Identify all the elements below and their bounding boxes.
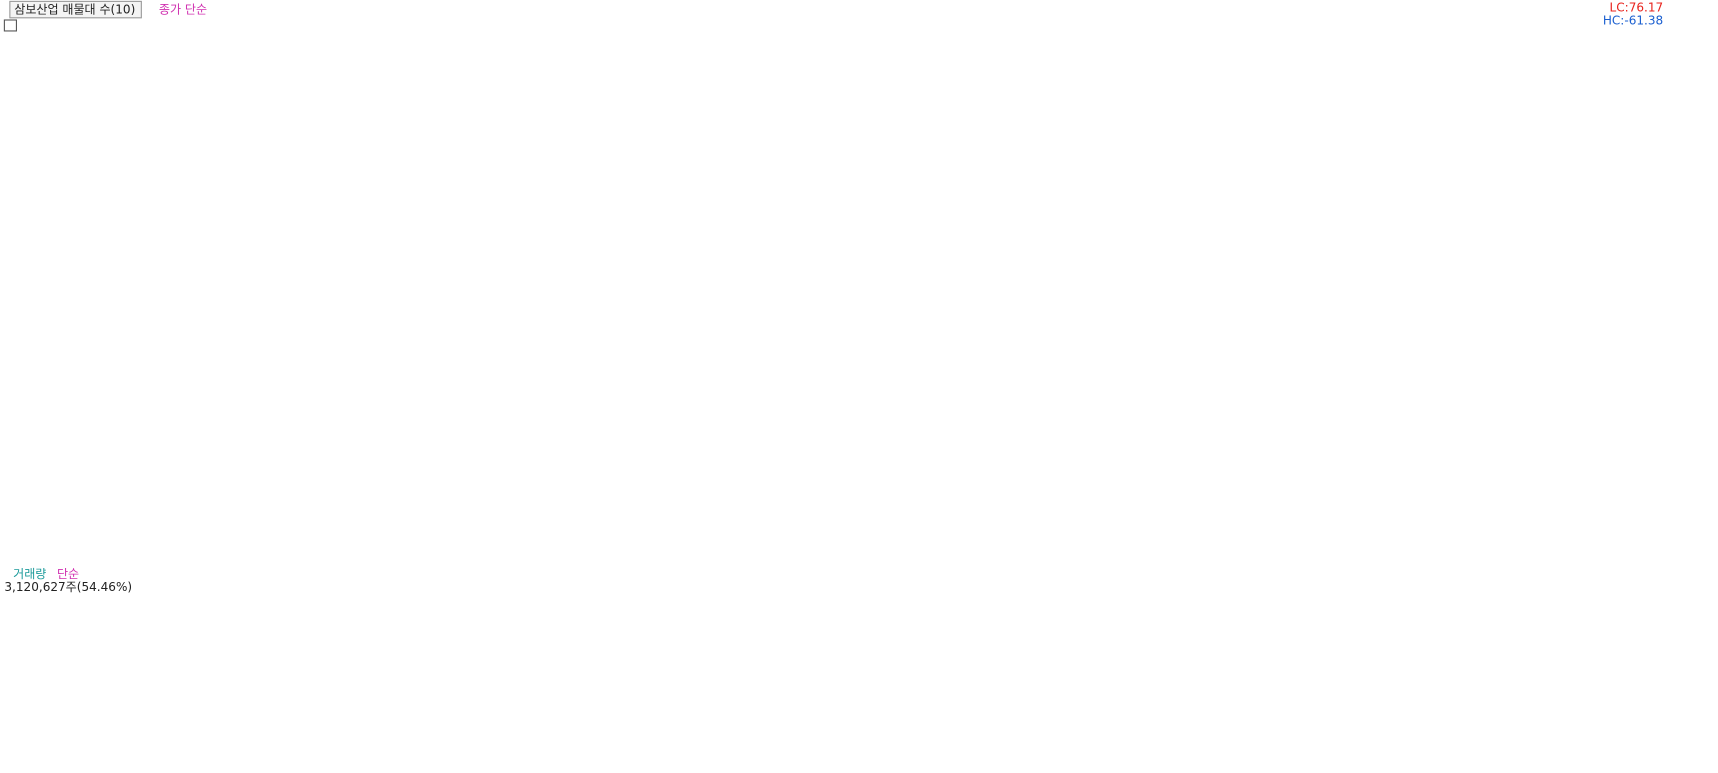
lc-label: LC:76.17 [1610,0,1664,14]
ma-label: 종가 단순 [159,3,207,17]
chart-title: 삼보산업 매물대 수(10) [14,3,135,17]
volume-title: 거래량 [13,567,46,581]
volume-info: 3,120,627주(54.46%) [4,580,132,594]
grid-icon [3,19,17,32]
text-layer: 삼보산업 매물대 수(10) 종가 단순 LC:76.17 HC:-61.38 … [3,0,1664,594]
volume-ma-label: 단순 [57,567,79,581]
hc-label: HC:-61.38 [1603,14,1663,28]
title-box [9,0,142,19]
